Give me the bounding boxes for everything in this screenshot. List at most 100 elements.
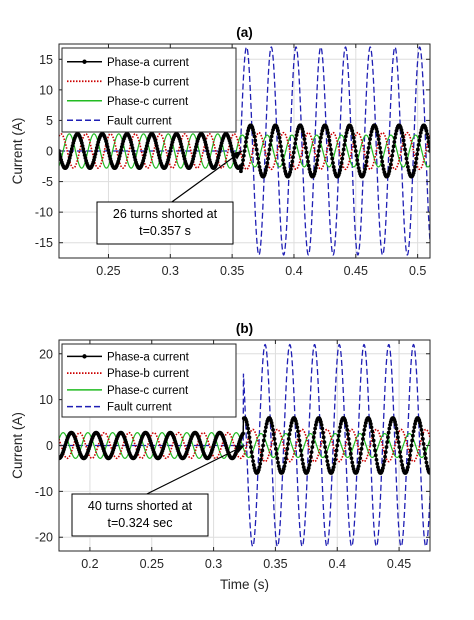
phase-a-marker xyxy=(375,129,380,134)
phase-a-marker xyxy=(249,450,254,454)
phase-a-marker xyxy=(261,438,266,443)
series-group xyxy=(59,46,430,256)
annotation-box xyxy=(71,493,209,537)
phase-a-marker xyxy=(312,430,317,435)
phase-a-marker xyxy=(414,156,419,161)
phase-a-marker xyxy=(410,438,415,443)
phase-a-marker xyxy=(402,142,407,147)
x-axis-label: Time (s) xyxy=(220,577,269,592)
phase-a-marker xyxy=(154,141,158,145)
phase-a-marker xyxy=(309,450,314,454)
phase-a-marker xyxy=(305,155,310,160)
phase-a-marker xyxy=(403,147,407,152)
phase-a-marker xyxy=(92,155,97,159)
phase-a-marker xyxy=(365,155,370,160)
phase-a-marker xyxy=(320,426,325,431)
phase-a-marker xyxy=(362,170,367,175)
phase-a-marker xyxy=(420,437,425,441)
phase-a-marker xyxy=(276,132,281,136)
x-tick-label: 0.45 xyxy=(344,264,368,278)
phase-a-marker xyxy=(393,423,398,427)
phase-a-marker xyxy=(244,420,249,424)
phase-a-marker xyxy=(398,450,402,454)
phase-a-marker xyxy=(193,148,198,152)
phase-a-marker xyxy=(361,432,366,437)
phase-a-marker xyxy=(105,145,110,149)
phase-a-marker xyxy=(303,141,308,146)
phase-a-marker xyxy=(369,425,374,430)
phase-a-marker xyxy=(415,147,420,152)
panel-title: (a) xyxy=(236,25,253,40)
phase-a-marker xyxy=(338,168,342,173)
phase-a-marker xyxy=(290,159,295,164)
phase-a-marker xyxy=(341,147,346,152)
phase-a-marker xyxy=(269,138,273,143)
phase-a-marker xyxy=(362,427,367,432)
phase-a-marker xyxy=(318,135,323,140)
y-tick-label: -15 xyxy=(35,236,53,250)
phase-a-marker xyxy=(69,150,74,154)
y-tick-label: -5 xyxy=(42,175,53,189)
phase-a-marker xyxy=(421,441,426,446)
legend-label-0: Phase-a current xyxy=(107,351,190,363)
y-tick-label: 5 xyxy=(46,114,53,128)
phase-a-marker xyxy=(423,456,428,461)
phase-a-marker xyxy=(284,451,289,456)
legend-label-2: Phase-c current xyxy=(107,96,189,108)
phase-a-marker xyxy=(367,141,372,146)
phase-a-marker xyxy=(181,154,186,158)
phase-a-marker xyxy=(241,158,245,163)
phase-a-marker xyxy=(251,130,256,135)
phase-a-marker xyxy=(256,161,261,165)
phase-a-marker xyxy=(267,147,272,152)
phase-a-marker xyxy=(106,148,111,152)
y-tick-label: 10 xyxy=(39,83,53,97)
legend-label-1: Phase-b current xyxy=(107,368,190,380)
phase-a-marker xyxy=(327,138,332,143)
phase-a-marker xyxy=(262,433,267,438)
phase-a-marker xyxy=(418,420,422,425)
legend-label-1: Phase-b current xyxy=(107,76,190,88)
phase-a-marker xyxy=(356,162,360,167)
phase-a-marker xyxy=(409,443,414,448)
panel-b: 0.2 0.25 0.3 0.35 0.4 0.45 -20 -10 0 10 20 (b) Curre… xyxy=(10,321,431,592)
phase-a-marker xyxy=(154,144,159,148)
phase-a-marker xyxy=(328,142,333,147)
phase-a-marker xyxy=(269,420,274,425)
phase-a-marker xyxy=(255,152,260,157)
phase-a-marker xyxy=(348,446,352,451)
phase-a-marker xyxy=(229,144,233,148)
phase-a-marker xyxy=(360,441,365,446)
phase-a-marker xyxy=(390,153,395,158)
phase-a-marker xyxy=(356,464,361,468)
phase-a-marker xyxy=(397,445,402,450)
annotation-arrow-line xyxy=(146,444,245,495)
annotation-text-line: 26 turns shorted at xyxy=(113,207,218,221)
phase-a-marker xyxy=(381,163,385,168)
phase-a-marker xyxy=(104,142,109,146)
phase-a-marker xyxy=(323,445,328,450)
phase-a-marker xyxy=(419,427,424,432)
phase-a-marker xyxy=(264,168,268,173)
phase-a-marker xyxy=(393,132,398,136)
phase-a-marker xyxy=(68,153,73,158)
phase-a-marker xyxy=(156,153,161,158)
phase-a-marker xyxy=(331,465,336,470)
phase-a-marker xyxy=(59,152,62,156)
phase-a-marker xyxy=(276,460,280,465)
phase-a-marker xyxy=(156,150,161,154)
phase-a-marker xyxy=(293,137,298,141)
phase-a-marker xyxy=(294,421,299,426)
legend-label-2: Phase-c current xyxy=(107,385,189,397)
phase-a-marker xyxy=(302,137,307,141)
phase-a-marker xyxy=(239,169,243,174)
phase-a-marker xyxy=(323,450,328,454)
phase-a-marker xyxy=(358,451,363,456)
phase-a-marker xyxy=(131,149,136,153)
phase-a-marker xyxy=(280,153,285,158)
phase-a-marker xyxy=(329,152,334,157)
phase-a-marker xyxy=(301,461,305,466)
phase-a-marker xyxy=(366,146,371,150)
phase-a-marker xyxy=(216,156,221,160)
x-tick-label: 0.35 xyxy=(220,264,244,278)
